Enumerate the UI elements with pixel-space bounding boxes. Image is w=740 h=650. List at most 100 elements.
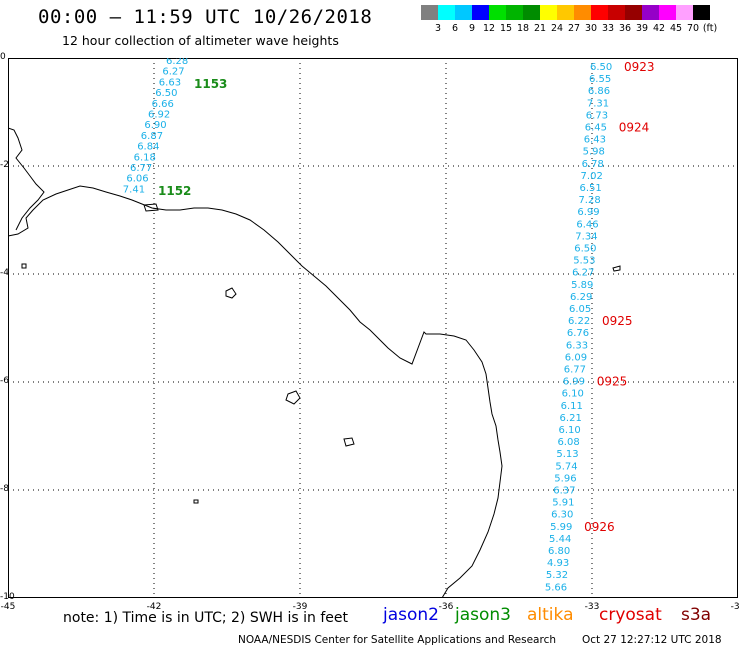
y-tick-label: -2 <box>0 160 9 170</box>
x-tick-label: -45 <box>0 602 16 612</box>
wave-height-label: 6.06 <box>126 174 148 185</box>
scale-label: 24 <box>550 23 564 34</box>
wave-height-map: 6.506.556.867.316.736.456.435.986.787.02… <box>8 58 738 598</box>
x-tick-label: -39 <box>292 602 308 612</box>
island-6 <box>193 499 199 504</box>
wave-height-label: 6.78 <box>582 159 604 170</box>
scale-swatch <box>608 5 625 20</box>
page-title: 00:00 – 11:59 UTC 10/26/2018 <box>38 6 373 28</box>
wave-height-label: 6.80 <box>548 546 570 557</box>
wave-height-label: 6.87 <box>141 131 163 142</box>
wave-height-label: 7.41 <box>123 184 145 195</box>
wave-height-label: 6.27 <box>572 268 594 279</box>
wave-height-label: 5.98 <box>583 147 605 158</box>
wave-height-label: 4.93 <box>547 558 569 569</box>
x-tick-label: -42 <box>146 602 162 612</box>
wave-height-label: 6.76 <box>567 328 589 339</box>
y-tick-label: -6 <box>0 376 9 386</box>
wave-height-label: 6.28 <box>166 58 188 67</box>
wave-height-label: 6.18 <box>134 152 156 163</box>
wave-height-label: 6.45 <box>585 123 607 134</box>
wave-height-label: 6.37 <box>553 486 575 497</box>
scale-swatch <box>455 5 472 20</box>
wave-height-label: 6.22 <box>568 316 590 327</box>
scale-label: 6 <box>451 23 459 34</box>
wave-height-label: 6.05 <box>569 304 591 315</box>
wave-height-label: 6.27 <box>162 67 184 78</box>
wave-height-label: 7.28 <box>578 195 600 206</box>
track-east-labels: 6.506.556.867.316.736.456.435.986.787.02… <box>545 60 655 593</box>
wave-height-label: 5.89 <box>571 280 593 291</box>
scale-label: 30 <box>584 23 598 34</box>
scale-swatch <box>693 5 710 20</box>
x-tick-label: -36 <box>438 602 454 612</box>
wave-height-label: 6.11 <box>561 401 583 412</box>
scale-label: 18 <box>516 23 530 34</box>
scale-label: 27 <box>567 23 581 34</box>
wave-height-label: 5.91 <box>552 498 574 509</box>
scale-swatch <box>489 5 506 20</box>
wave-height-label: 6.50 <box>155 88 177 99</box>
color-scale <box>421 5 710 20</box>
wave-height-label: 6.09 <box>565 352 587 363</box>
y-tick-label: -8 <box>0 484 9 494</box>
wave-height-label: 7.31 <box>587 98 609 109</box>
wave-height-label: 5.66 <box>545 582 567 593</box>
scale-swatch <box>523 5 540 20</box>
wave-height-label: 6.43 <box>584 135 606 146</box>
wave-height-label: 6.73 <box>586 110 608 121</box>
pass-time-label: 0926 <box>584 520 615 534</box>
scale-label: 39 <box>635 23 649 34</box>
wave-height-label: 7.02 <box>581 171 603 182</box>
pass-time-label: 0925 <box>602 314 633 328</box>
scale-label: 70 <box>686 23 700 34</box>
wave-height-label: 6.50 <box>590 62 612 73</box>
scale-swatch <box>557 5 574 20</box>
wave-height-label: 6.92 <box>148 110 170 121</box>
mission-legend-item: s3a <box>681 605 712 625</box>
scale-swatch <box>591 5 608 20</box>
wave-height-label: 6.90 <box>144 120 166 131</box>
wave-height-label: 7.34 <box>575 231 597 242</box>
mission-legend-item: jason2 <box>383 605 439 625</box>
wave-height-label: 6.46 <box>576 219 598 230</box>
y-tick-label: 0 <box>0 52 6 62</box>
wave-height-label: 6.86 <box>588 86 610 97</box>
scale-swatch <box>540 5 557 20</box>
wave-height-label: 6.50 <box>574 244 596 255</box>
wave-height-label: 5.13 <box>556 449 578 460</box>
scale-swatch <box>421 5 438 20</box>
wave-height-label: 6.10 <box>559 425 581 436</box>
scale-label: 12 <box>482 23 496 34</box>
mission-legend-item: altika <box>527 605 574 625</box>
island-7 <box>612 265 621 272</box>
scale-label: (ft) <box>702 23 718 34</box>
mission-legend-item: cryosat <box>599 605 662 625</box>
scale-label: 36 <box>618 23 632 34</box>
wave-height-label: 5.99 <box>550 522 572 533</box>
wave-height-label: 6.63 <box>159 77 181 88</box>
wave-height-label: 6.30 <box>551 510 573 521</box>
pass-time-label: 1153 <box>194 77 227 91</box>
scale-label: 33 <box>601 23 615 34</box>
scale-swatch <box>642 5 659 20</box>
wave-height-label: 6.99 <box>577 207 599 218</box>
y-tick-label: -10 <box>0 592 15 602</box>
island-2 <box>285 390 301 405</box>
page-subtitle: 12 hour collection of altimeter wave hei… <box>62 33 339 48</box>
wave-height-label: 6.08 <box>557 437 579 448</box>
scale-swatch <box>472 5 489 20</box>
credit-text: NOAA/NESDIS Center for Satellite Applica… <box>238 634 556 646</box>
wave-height-label: 5.32 <box>546 570 568 581</box>
wave-height-label: 6.33 <box>566 340 588 351</box>
wave-height-label: 6.51 <box>580 183 602 194</box>
scale-swatch <box>676 5 693 20</box>
wave-height-label: 6.84 <box>137 142 159 153</box>
island-5 <box>21 263 27 269</box>
x-tick-label: -30 <box>730 602 740 612</box>
scale-swatch <box>625 5 642 20</box>
generation-timestamp: Oct 27 12:27:12 UTC 2018 <box>582 634 722 646</box>
wave-height-label: 5.53 <box>573 256 595 267</box>
wave-height-label: 6.77 <box>130 163 152 174</box>
pass-time-label: 0924 <box>619 121 650 135</box>
